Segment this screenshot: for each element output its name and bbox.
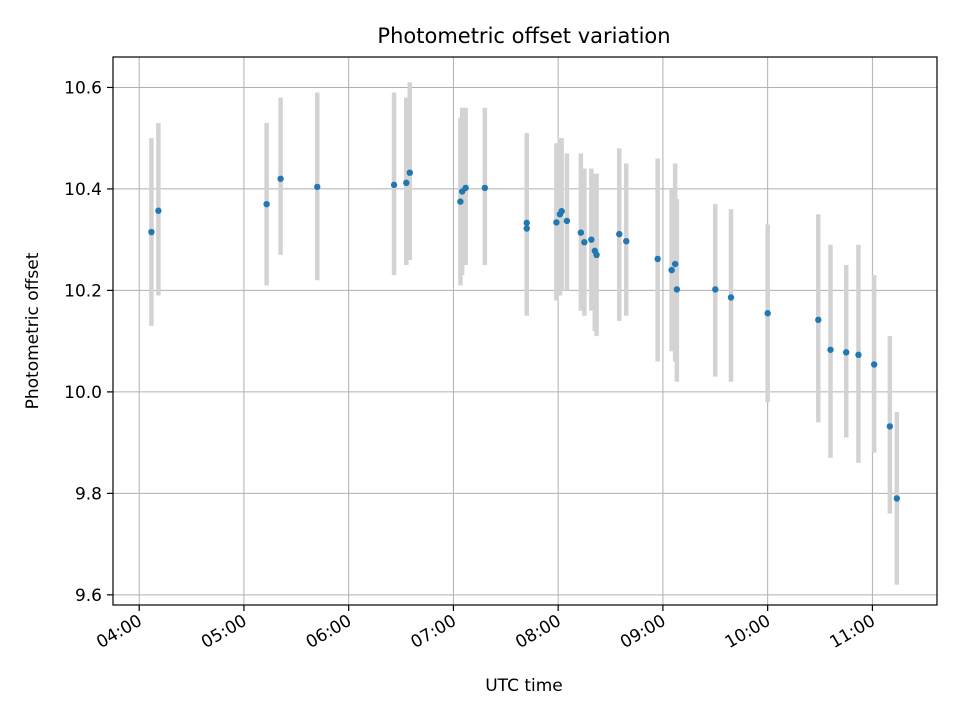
y-tick-label: 9.8 <box>75 484 102 504</box>
data-point <box>563 217 571 225</box>
plot-frame <box>112 56 938 606</box>
data-point <box>886 423 894 430</box>
data-point <box>263 200 270 208</box>
x-axis-label: UTC time <box>485 676 563 696</box>
data-point <box>581 239 588 246</box>
y-tick-label: 10.4 <box>64 180 102 200</box>
data-point <box>588 236 595 243</box>
data-point <box>671 260 679 268</box>
data-point <box>148 228 155 236</box>
data-point <box>457 198 464 205</box>
data-point <box>623 237 630 245</box>
data-point <box>553 219 560 226</box>
data-points <box>148 169 901 502</box>
y-tick-label: 9.6 <box>75 586 102 606</box>
data-point <box>390 181 398 189</box>
data-point <box>654 255 661 263</box>
y-tick-label: 10.2 <box>64 281 102 301</box>
y-tick-label: 10.0 <box>64 383 102 403</box>
data-point <box>870 361 878 368</box>
data-point <box>155 207 162 214</box>
data-point <box>673 286 681 293</box>
y-axis-label: Photometric offset <box>23 252 43 409</box>
data-point <box>277 175 284 182</box>
data-point <box>668 266 675 274</box>
data-point <box>593 251 600 259</box>
data-point <box>727 294 735 301</box>
data-point <box>855 351 862 359</box>
data-point <box>616 230 623 238</box>
y-tick-label: 10.6 <box>64 78 102 98</box>
y-axis-ticks: 9.6 9.8 10.0 10.2 10.4 10.6 <box>64 78 113 606</box>
data-point <box>558 208 565 215</box>
data-point <box>764 310 771 317</box>
data-point <box>406 169 413 176</box>
data-point <box>712 286 719 293</box>
data-point <box>827 346 834 353</box>
data-point <box>481 184 489 192</box>
data-point <box>403 179 410 187</box>
data-point <box>577 229 585 236</box>
data-point <box>893 495 901 502</box>
data-point <box>462 184 469 192</box>
data-point <box>843 349 850 356</box>
data-point <box>523 219 530 227</box>
data-point <box>523 225 530 232</box>
data-point <box>815 316 822 324</box>
chart-title: Photometric offset variation <box>377 24 670 48</box>
data-point <box>314 183 321 191</box>
